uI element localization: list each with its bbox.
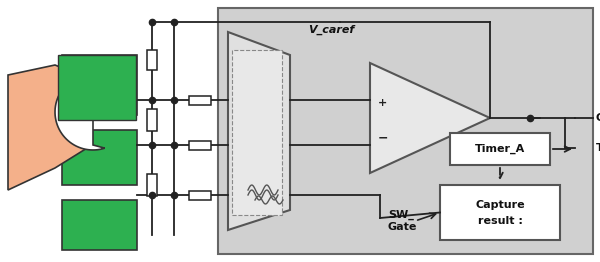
Bar xyxy=(440,185,560,240)
Bar xyxy=(450,133,550,165)
Bar xyxy=(147,174,157,196)
Bar xyxy=(189,140,211,150)
Bar xyxy=(62,130,137,185)
Polygon shape xyxy=(55,74,105,150)
Bar xyxy=(58,55,136,120)
Bar xyxy=(189,96,211,105)
Text: Gate: Gate xyxy=(388,222,418,232)
Text: V_caref: V_caref xyxy=(308,25,354,35)
Bar xyxy=(147,109,157,131)
Polygon shape xyxy=(8,65,92,190)
Bar xyxy=(62,55,137,115)
Bar xyxy=(189,190,211,199)
Text: Capture: Capture xyxy=(475,199,525,210)
Text: TACLK: TACLK xyxy=(596,143,600,153)
Bar xyxy=(232,50,282,215)
Text: CAOUT: CAOUT xyxy=(596,113,600,123)
Text: Timer_A: Timer_A xyxy=(475,144,525,154)
Text: SW_: SW_ xyxy=(388,210,414,220)
Bar xyxy=(62,200,137,250)
Polygon shape xyxy=(228,32,290,230)
Text: −: − xyxy=(378,132,389,145)
Polygon shape xyxy=(370,63,490,173)
Bar xyxy=(147,50,157,70)
Bar xyxy=(218,8,593,254)
Text: +: + xyxy=(378,98,387,108)
Text: result :: result : xyxy=(478,216,523,226)
